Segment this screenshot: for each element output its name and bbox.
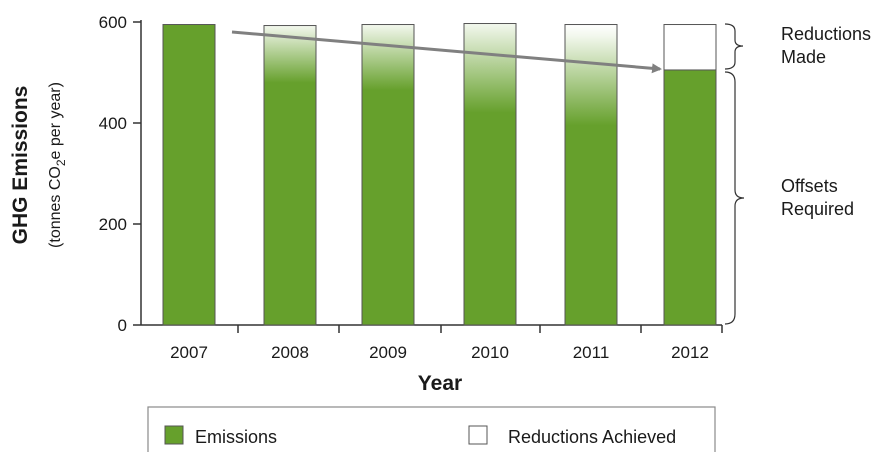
x-tick-label: 2008 [271, 343, 309, 362]
bar-emissions-fading [564, 24, 618, 326]
bar-emissions-fading [361, 24, 415, 326]
y-axis-title: GHG Emissions [9, 86, 32, 245]
trend-arrow [231, 30, 662, 74]
bar-emissions [162, 24, 216, 326]
x-tick-label: 2009 [369, 343, 407, 362]
legend-label-reductions: Reductions Achieved [508, 427, 676, 447]
offsets-required-label: Offsets Required [781, 176, 854, 219]
x-tick-label: 2011 [573, 343, 610, 362]
y-tick-label: 400 [99, 114, 127, 133]
bar-reductions-achieved [663, 24, 717, 71]
bar-emissions [663, 69, 717, 326]
x-axis-title: Year [418, 372, 462, 395]
x-tick-label: 2010 [471, 343, 509, 362]
y-tick-label: 200 [99, 215, 127, 234]
y-tick-label: 0 [118, 316, 127, 335]
reductions-made-label: Reductions Made [781, 24, 876, 67]
y-axis-units: (tonnes CO2e per year) [47, 82, 68, 248]
legend-swatch-emissions [164, 425, 184, 445]
x-tick-label: 2007 [170, 343, 208, 362]
offsets-required-bracket [724, 71, 745, 325]
legend-swatch-reductions [468, 425, 488, 445]
y-tick-label: 600 [99, 13, 127, 32]
legend-box [147, 406, 716, 452]
bar-emissions-fading [263, 25, 317, 326]
bar-emissions-fading [463, 23, 517, 326]
legend-label-emissions: Emissions [195, 427, 277, 447]
x-tick-label: 2012 [671, 343, 709, 362]
reductions-made-bracket [724, 23, 744, 70]
